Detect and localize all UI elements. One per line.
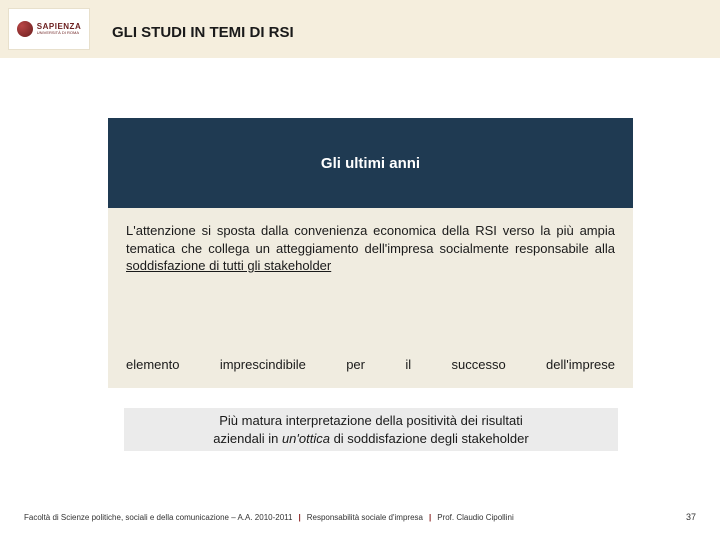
body-para1-underlined: soddisfazione di tutti gli stakeholder [126,258,331,273]
footer-professor: Prof. Claudio Cipollini [437,513,513,522]
footer-separator-1: | [298,513,300,522]
slide-title: GLI STUDI IN TEMI DI RSI [112,24,294,41]
logo-text-wrap: SAPIENZA UNIVERSITÀ DI ROMA [37,23,81,35]
slide-footer: Facoltà di Scienze politiche, sociali e … [24,512,696,522]
body-paragraph-1: L'attenzione si sposta dalla convenienza… [126,222,615,275]
page-number: 37 [686,512,696,522]
footer-separator-2: | [429,513,431,522]
body-block: L'attenzione si sposta dalla convenienza… [108,208,633,388]
callout-line2b: di soddisfazione degli stakeholder [330,431,529,446]
university-logo: SAPIENZA UNIVERSITÀ DI ROMA [8,8,90,50]
footer-course: Responsabilità sociale d'impresa [307,513,423,522]
section-heading-block: Gli ultimi anni [108,118,633,208]
body-para1-text: L'attenzione si sposta dalla convenienza… [126,223,615,256]
body-paragraph-2: elemento imprescindibile per il successo… [126,356,615,374]
footer-faculty: Facoltà di Scienze politiche, sociali e … [24,513,292,522]
callout-line2a: aziendali in [213,431,282,446]
section-heading: Gli ultimi anni [321,155,420,172]
callout-line1: Più matura interpretazione della positiv… [219,413,523,428]
callout-text: Più matura interpretazione della positiv… [124,408,618,451]
callout-italic: un'ottica [282,431,330,446]
logo-subtitle: UNIVERSITÀ DI ROMA [37,31,81,35]
header-band [0,0,720,58]
logo-globe-icon [17,21,33,37]
